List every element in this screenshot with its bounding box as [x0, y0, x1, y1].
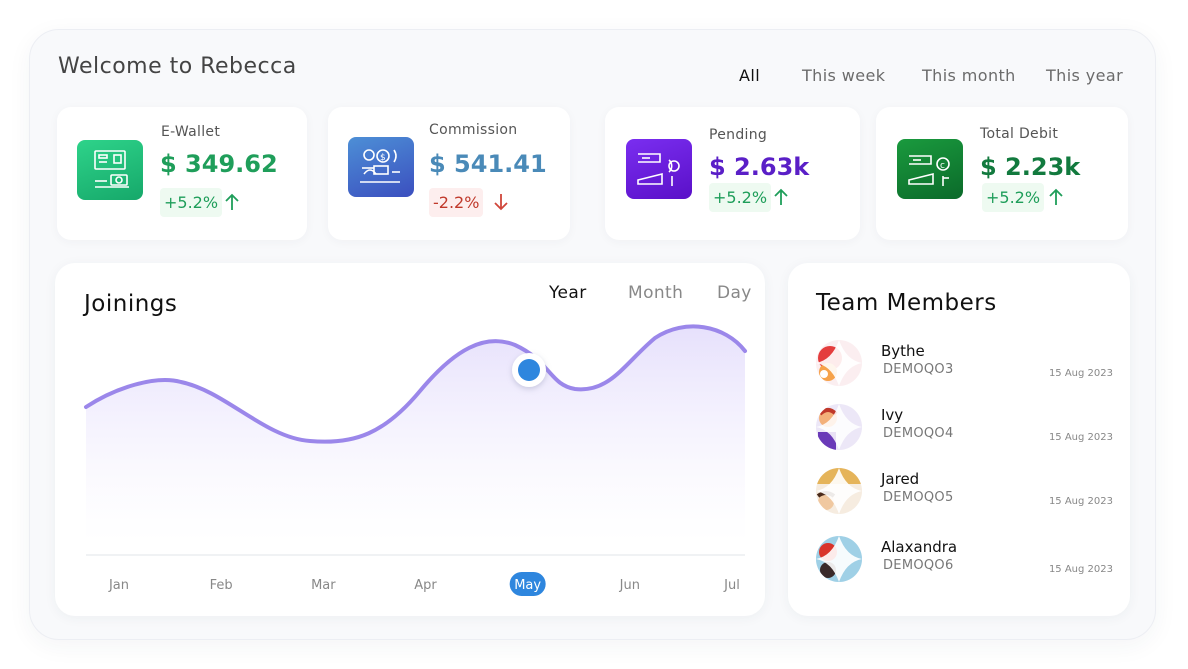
debit-icon: c: [897, 139, 963, 199]
commission-card[interactable]: $ Commission $ 541.41 -2.2%: [328, 107, 570, 240]
commission-label: Commission: [429, 122, 518, 138]
filter-all[interactable]: All: [739, 66, 761, 85]
x-axis-ticks: Jan Feb Mar Apr May Jun Jul: [108, 572, 740, 596]
joinings-chart: Jan Feb Mar Apr May Jun Jul: [84, 324, 747, 596]
svg-text:c: c: [940, 161, 945, 171]
commission-icon: $: [348, 137, 414, 197]
member-code: DEMOQO5: [883, 490, 954, 505]
svg-text:$: $: [380, 153, 386, 163]
date-filter-tabs: All This week This month This year: [0, 66, 1188, 88]
total-debit-label: Total Debit: [980, 126, 1059, 142]
ewallet-amount: $ 349.62: [160, 150, 278, 178]
list-item[interactable]: Bythe DEMOQO3 15 Aug 2023: [788, 340, 1131, 390]
member-name: Alaxandra: [881, 538, 958, 556]
pending-amount: $ 2.63k: [709, 153, 810, 181]
member-code: DEMOQO6: [883, 558, 954, 573]
arrow-down-icon: [494, 194, 508, 211]
list-item[interactable]: Alaxandra DEMOQO6 15 Aug 2023: [788, 536, 1131, 586]
x-tick-label[interactable]: Feb: [210, 578, 233, 593]
highlight-marker[interactable]: [518, 359, 540, 381]
member-name: Jared: [881, 470, 920, 488]
commission-delta-badge: -2.2%: [429, 188, 484, 217]
tab-month[interactable]: Month: [628, 283, 684, 303]
tab-day[interactable]: Day: [717, 283, 752, 303]
x-tick-label[interactable]: Apr: [414, 578, 437, 593]
pending-label: Pending: [709, 127, 768, 143]
member-date: 15 Aug 2023: [1048, 432, 1113, 443]
x-tick-label[interactable]: Jun: [619, 578, 640, 593]
list-item[interactable]: Ivy DEMOQO4 15 Aug 2023: [788, 404, 1131, 454]
joinings-line: [84, 324, 747, 444]
x-tick-label[interactable]: May: [514, 578, 541, 593]
pending-card[interactable]: Pending $ 2.63k +5.2%: [605, 107, 860, 240]
avatar: [816, 340, 862, 386]
pending-icon: [626, 139, 692, 199]
selected-month-pill[interactable]: [509, 572, 546, 596]
joinings-title: Joinings: [84, 291, 178, 317]
team-members-panel: Team Members Bythe DEMOQO3 15 Aug 2023 I…: [788, 263, 1130, 616]
avatar: [816, 404, 862, 450]
x-tick-label[interactable]: Mar: [311, 578, 336, 593]
avatar: [816, 536, 862, 582]
filter-this-year[interactable]: This year: [1046, 66, 1124, 85]
member-code: DEMOQO3: [883, 362, 954, 377]
member-date: 15 Aug 2023: [1048, 564, 1113, 575]
member-date: 15 Aug 2023: [1048, 368, 1113, 379]
total-debit-delta-badge: +5.2%: [982, 183, 1045, 212]
area-fill: [86, 326, 745, 543]
total-debit-card[interactable]: c Total Debit $ 2.23k +5.2%: [876, 107, 1128, 240]
list-item[interactable]: Jared DEMOQO5 15 Aug 2023: [788, 468, 1131, 518]
page-title: Welcome to Rebecca: [58, 54, 297, 79]
avatar: [816, 468, 862, 514]
arrow-up-icon: [1049, 188, 1063, 205]
ewallet-delta-badge: +5.2%: [160, 188, 223, 217]
ewallet-card[interactable]: E-Wallet $ 349.62 +5.2%: [57, 107, 307, 240]
x-tick-label[interactable]: Jan: [108, 578, 129, 593]
joinings-panel: Joinings Year Month Day Jan Feb Mar Apr May J…: [55, 263, 765, 616]
member-code: DEMOQO4: [883, 426, 954, 441]
total-debit-amount: $ 2.23k: [980, 153, 1081, 181]
pending-delta-badge: +5.2%: [709, 183, 772, 212]
member-name: Ivy: [881, 406, 904, 424]
filter-this-week[interactable]: This week: [802, 66, 886, 85]
wallet-icon: [77, 140, 143, 200]
tab-year[interactable]: Year: [549, 283, 587, 303]
member-date: 15 Aug 2023: [1048, 496, 1113, 507]
ewallet-label: E-Wallet: [161, 124, 221, 140]
arrow-up-icon: [225, 193, 239, 210]
member-name: Bythe: [881, 342, 925, 360]
commission-amount: $ 541.41: [429, 150, 547, 178]
team-members-title: Team Members: [816, 290, 997, 316]
x-tick-label[interactable]: Jul: [723, 578, 740, 593]
arrow-up-icon: [774, 188, 788, 205]
filter-this-month[interactable]: This month: [922, 66, 1016, 85]
